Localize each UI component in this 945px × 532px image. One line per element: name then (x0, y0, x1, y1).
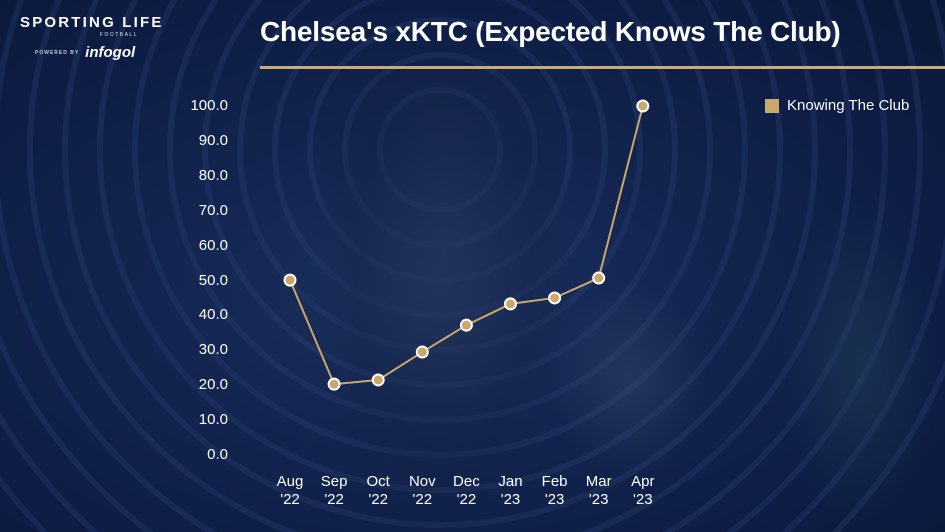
y-tick-label: 20.0 (198, 376, 228, 394)
y-tick-label: 30.0 (198, 341, 228, 359)
data-point-marker (504, 297, 517, 311)
brand-logo: SPORTING LIFE FOOTBALL POWERED BY infogo… (20, 14, 164, 61)
legend-label: Knowing The Club (787, 97, 910, 114)
data-point-marker (548, 291, 562, 305)
x-tick-label: Aug '22 (276, 473, 304, 508)
x-tick-label: Nov '22 (408, 473, 436, 508)
chart-title: Chelsea's xKTC (Expected Knows The Club) (260, 16, 841, 47)
y-tick-label: 70.0 (198, 201, 228, 219)
data-point-marker (327, 377, 341, 391)
x-tick-label: Apr '23 (631, 473, 655, 508)
brand-section: FOOTBALL (99, 32, 138, 38)
x-tick-label: Dec '22 (453, 473, 480, 508)
data-point-marker (592, 271, 606, 285)
data-point-marker (415, 345, 429, 359)
legend-swatch-icon (765, 98, 779, 113)
y-tick-label: 60.0 (198, 236, 228, 254)
y-tick-label: 80.0 (198, 166, 228, 184)
background-photo-blur (780, 200, 940, 530)
y-tick-label: 40.0 (198, 306, 228, 324)
data-point-marker (283, 273, 297, 287)
data-point-marker (459, 318, 473, 332)
y-tick-label: 100.0 (190, 97, 228, 114)
x-tick-label: Oct '22 (366, 473, 390, 508)
x-tick-label: Feb '23 (541, 473, 568, 508)
y-tick-label: 0.0 (207, 446, 228, 463)
x-tick-label: Jan '23 (498, 473, 523, 508)
data-point-marker (371, 373, 385, 387)
y-tick-label: 50.0 (198, 271, 228, 289)
y-tick-label: 10.0 (198, 411, 228, 429)
background-photo-blur (550, 280, 710, 480)
x-tick-label: Mar '23 (585, 473, 612, 508)
series-line (289, 105, 644, 386)
legend: Knowing The Club (765, 97, 909, 114)
powered-by-label: POWERED BY (35, 49, 80, 56)
brand-name: SPORTING LIFE (20, 14, 164, 31)
data-point-marker (636, 99, 650, 113)
x-tick-label: Sep '22 (320, 473, 348, 508)
powered-by: POWERED BY infogol (20, 44, 164, 61)
infogol-logo: infogol (85, 44, 136, 61)
title-divider (260, 66, 945, 69)
y-tick-label: 90.0 (198, 131, 228, 149)
